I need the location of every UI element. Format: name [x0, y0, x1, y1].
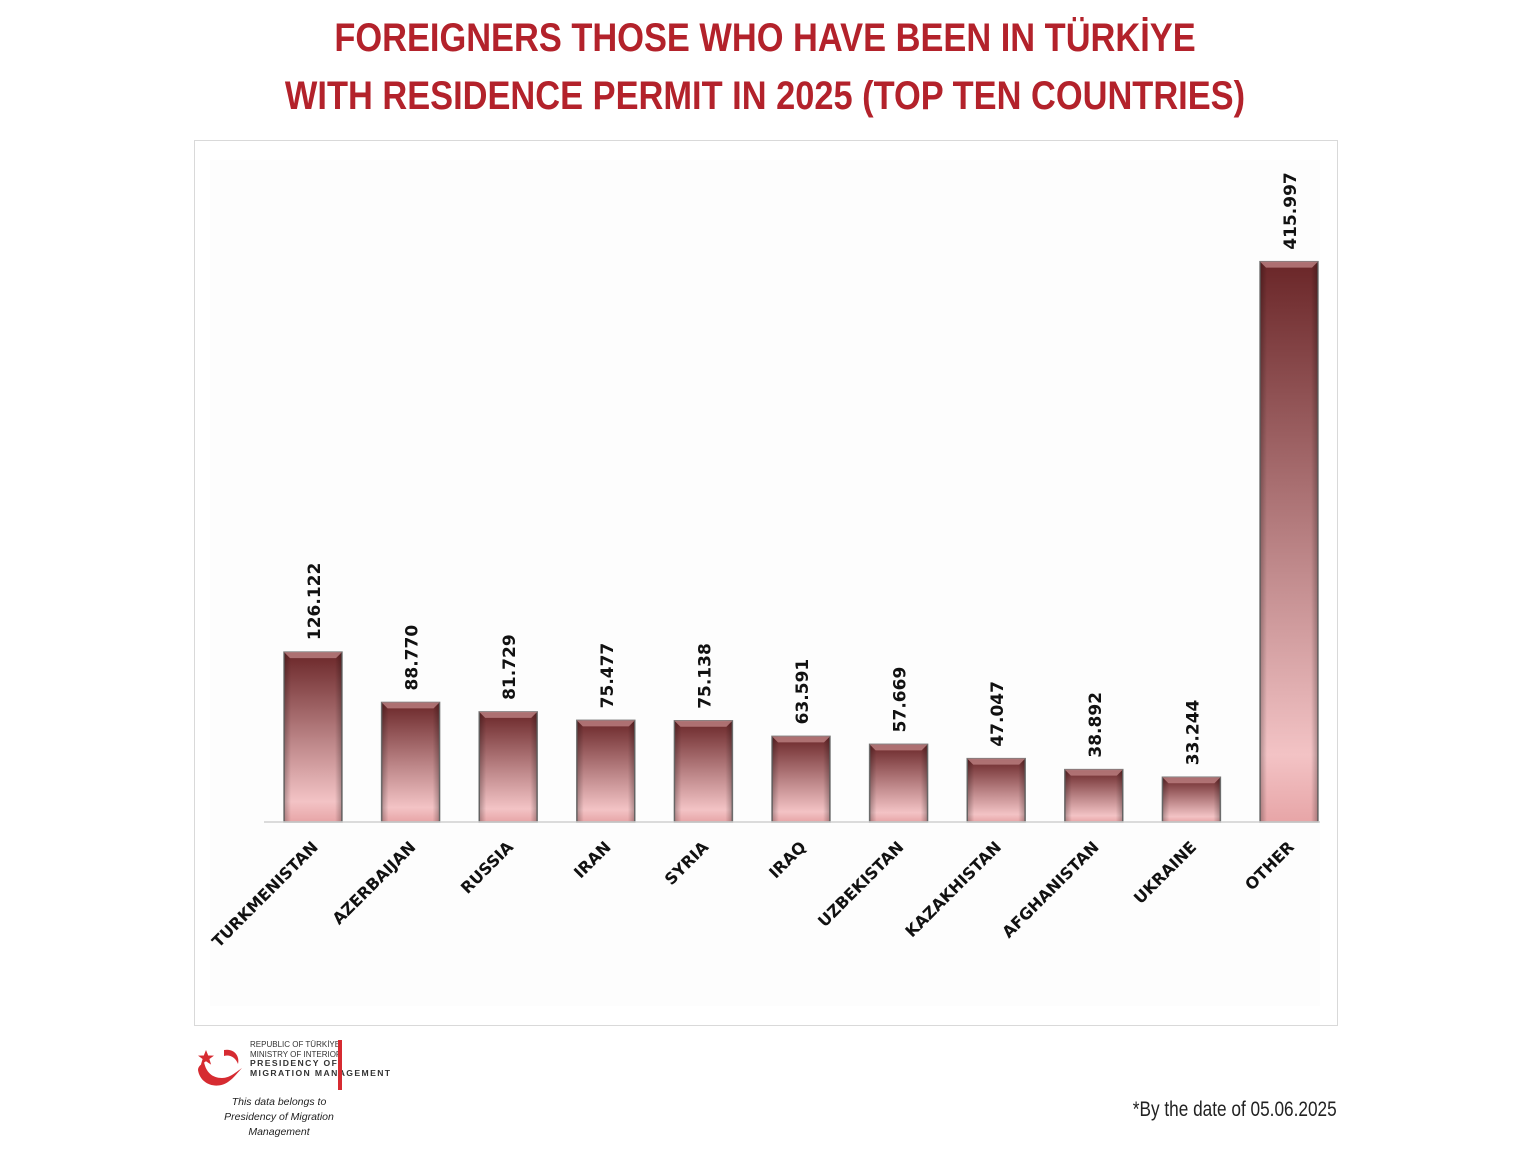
bar-shade-uzbekistan [869, 744, 928, 822]
category-label: SYRIA [661, 837, 713, 889]
bar-shade-azerbaijan [381, 702, 440, 822]
value-label: 75.138 [695, 643, 715, 709]
logo-line4: MIGRATION MANAGEMENT [250, 1067, 392, 1078]
category-label: UKRAINE [1130, 837, 1200, 907]
logo-line2: MINISTRY OF INTERIOR [250, 1049, 342, 1059]
category-label: RUSSIA [457, 837, 518, 898]
bar-shade-turkmenistan [284, 652, 342, 822]
bar-shade-syria [674, 720, 733, 822]
bar-bevel-russia [479, 711, 538, 718]
plot-area [210, 160, 1320, 1006]
value-label: 63.591 [793, 659, 813, 725]
logo-line1: REPUBLIC OF TÜRKİYE [250, 1040, 341, 1049]
bar-shade-iran [576, 720, 635, 822]
bar-bevel-other [1260, 261, 1318, 268]
value-label: 88.770 [403, 625, 423, 691]
value-label: 33.244 [1183, 699, 1203, 765]
value-label: 38.892 [1086, 692, 1106, 758]
chart-title-line1: FOREIGNERS THOSE WHO HAVE BEEN IN TÜRKİY… [334, 16, 1196, 60]
bar-shade-russia [479, 711, 538, 822]
bar-shade-other [1260, 261, 1318, 823]
logo-line3: PRESIDENCY OF [250, 1058, 339, 1068]
category-label: AFGHANISTAN [998, 837, 1102, 941]
bar-bevel-syria [674, 720, 733, 727]
value-label: 75.477 [598, 643, 618, 709]
value-label: 81.729 [500, 634, 520, 700]
bar-shade-kazakhistan [967, 758, 1026, 822]
value-label: 415.997 [1281, 172, 1301, 249]
value-label: 57.669 [891, 667, 911, 733]
category-label: IRAQ [765, 837, 810, 882]
category-label: UZBEKISTAN [814, 837, 907, 930]
category-label: OTHER [1241, 837, 1298, 894]
chart-title-line2: WITH RESIDENCE PERMIT IN 2025 (TOP TEN C… [284, 74, 1246, 118]
date-footnote: *By the date of 05.06.2025 [1133, 1098, 1337, 1121]
belongs-line1: This data belongs to [231, 1096, 327, 1108]
bar-bevel-ukraine [1162, 777, 1221, 784]
value-label: 126.122 [305, 563, 325, 640]
data-ownership-note: This data belongs to Presidency of Migra… [194, 1095, 364, 1140]
value-label: 47.047 [988, 681, 1008, 747]
category-label: IRAN [570, 837, 615, 882]
category-label: KAZAKHISTAN [901, 837, 1005, 941]
belongs-line2: Presidency of Migration Management [224, 1111, 334, 1138]
bar-bevel-iran [576, 720, 635, 727]
bar-shade-ukraine [1162, 777, 1221, 822]
bar-shade-iraq [772, 736, 830, 822]
logo-text: REPUBLIC OF TÜRKİYE MINISTRY OF INTERIOR… [250, 1040, 391, 1078]
bar-bevel-kazakhistan [967, 758, 1026, 765]
bar-bevel-afghanistan [1064, 769, 1123, 776]
bar-shade-afghanistan [1064, 769, 1123, 822]
bar-bevel-turkmenistan [284, 652, 342, 659]
bar-bevel-iraq [772, 736, 830, 743]
logo-accent-bar [338, 1040, 342, 1090]
migration-logo-icon [198, 1049, 242, 1086]
bar-bevel-azerbaijan [381, 702, 440, 709]
category-label: TURKMENISTAN [208, 837, 322, 951]
category-label: AZERBAIJAN [329, 837, 420, 928]
bar-bevel-uzbekistan [869, 744, 928, 751]
